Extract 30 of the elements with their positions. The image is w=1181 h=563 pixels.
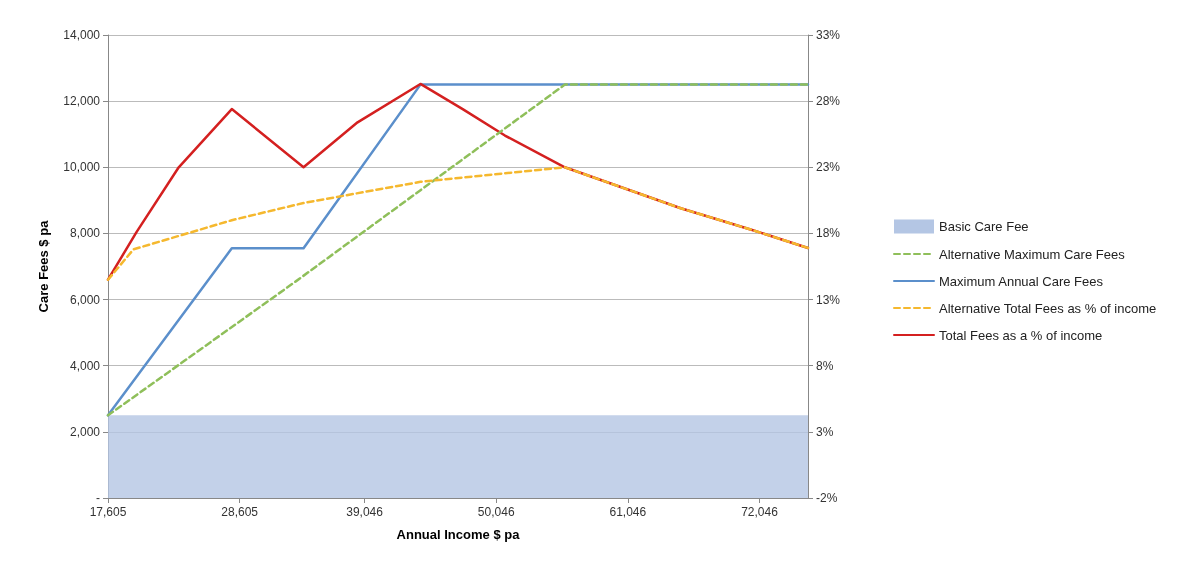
x-tick-label: 61,046	[609, 505, 647, 519]
y2-tick-label: 23%	[816, 160, 841, 175]
x-tick-label: 17,605	[89, 505, 127, 519]
y2-tick-label: 3%	[816, 424, 834, 439]
x-axis-title: Annual Income $ pa	[396, 527, 521, 542]
y-tick-label: 2,000	[69, 424, 101, 439]
y-tick-label: 8,000	[69, 226, 101, 241]
y-tick-label: 10,000	[63, 160, 101, 175]
x-tick-label: 50,046	[477, 505, 515, 519]
y2-tick-label: 28%	[816, 94, 841, 109]
legend-label: Total Fees as a % of income	[939, 327, 1103, 343]
x-tick-label: 72,046	[741, 505, 779, 519]
legend-label: Basic Care Fee	[939, 219, 1029, 234]
x-tick-label: 39,046	[346, 505, 384, 519]
y-tick-label: 6,000	[69, 292, 101, 307]
legend-label: Alternative Total Fees as % of income	[939, 300, 1157, 316]
y2-tick-label: 8%	[816, 358, 834, 373]
y-tick-label: 4,000	[69, 358, 101, 373]
y2-tick-label: 33%	[816, 28, 841, 42]
y2-tick-label: -2%	[816, 491, 838, 505]
y-tick-label: -	[96, 491, 100, 505]
legend-label: Alternative Maximum Care Fees	[939, 246, 1126, 262]
y2-tick-label: 18%	[816, 226, 841, 241]
line-series	[106, 166, 810, 281]
y2-tick-label: 13%	[816, 292, 841, 307]
legend-label: Maximum Annual Care Fees	[939, 273, 1104, 289]
y-tick-label: 14,000	[63, 28, 101, 42]
y-axis-title: Care Fees $ pa	[36, 219, 51, 313]
y-tick-label: 12,000	[63, 94, 101, 109]
x-tick-label: 28,605	[221, 505, 259, 519]
